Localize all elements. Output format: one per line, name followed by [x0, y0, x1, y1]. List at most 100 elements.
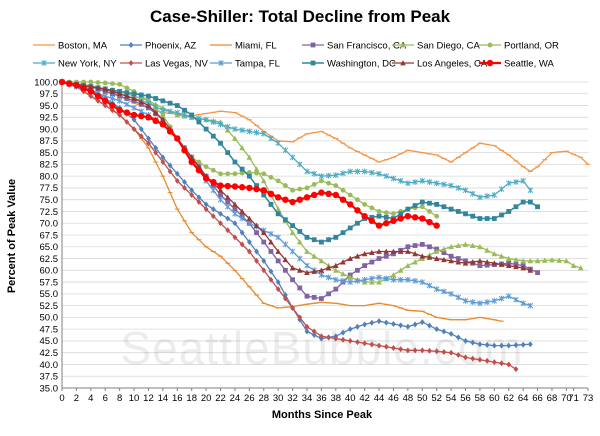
data-point — [477, 356, 483, 363]
data-point — [369, 279, 375, 285]
data-point — [390, 276, 397, 283]
data-point — [254, 170, 259, 176]
x-tick-label: 62 — [503, 393, 514, 404]
data-point — [174, 135, 181, 142]
data-point — [556, 257, 562, 263]
data-point — [268, 202, 274, 207]
data-point — [325, 172, 332, 179]
data-point — [506, 342, 512, 349]
data-point — [318, 267, 325, 273]
data-point — [289, 248, 296, 255]
data-point — [153, 149, 159, 156]
data-point — [167, 100, 173, 106]
data-point — [369, 214, 375, 220]
data-point — [469, 259, 476, 265]
data-point — [95, 97, 101, 104]
data-point — [145, 102, 152, 108]
data-point — [498, 186, 505, 192]
data-point — [268, 230, 274, 237]
data-point — [477, 300, 483, 307]
data-point — [520, 265, 526, 271]
data-point — [426, 282, 433, 289]
legend-item: Portland, OR — [479, 40, 559, 51]
x-tick-label: 20 — [201, 393, 212, 404]
data-point — [318, 333, 324, 340]
data-point — [95, 80, 101, 85]
data-point — [195, 167, 203, 174]
data-point — [318, 272, 325, 278]
data-point — [412, 321, 418, 328]
data-point — [441, 250, 447, 256]
data-point — [391, 211, 396, 217]
data-point — [189, 191, 195, 198]
data-point — [311, 332, 317, 339]
data-point — [325, 274, 332, 281]
data-point — [455, 334, 461, 341]
series-tampa-fl — [59, 79, 534, 309]
data-point — [484, 357, 490, 364]
data-point — [361, 168, 368, 175]
data-point — [340, 187, 346, 193]
x-tick-label: 71 — [568, 393, 579, 404]
data-point — [239, 170, 245, 176]
data-point — [527, 187, 534, 194]
data-point — [462, 260, 469, 266]
data-point — [131, 126, 137, 133]
series-portland-or — [59, 79, 440, 219]
data-point — [116, 90, 123, 97]
data-point — [224, 203, 231, 210]
data-point — [282, 267, 288, 273]
data-point — [116, 107, 123, 114]
data-point — [513, 296, 519, 303]
data-point — [260, 130, 267, 137]
data-point — [310, 191, 318, 199]
data-point — [232, 206, 238, 212]
data-point — [138, 133, 144, 140]
data-point — [419, 279, 426, 285]
data-point — [513, 204, 519, 210]
data-point — [361, 276, 368, 283]
data-point — [455, 209, 461, 214]
data-point — [218, 210, 223, 217]
data-point — [513, 179, 519, 185]
y-tick-label: 60.0 — [40, 266, 59, 277]
series-new-york-ny — [59, 79, 534, 201]
data-point — [217, 182, 224, 189]
data-point — [290, 223, 295, 228]
data-point — [412, 203, 418, 208]
data-point — [146, 135, 151, 142]
legend-marker — [400, 42, 406, 48]
data-point — [124, 101, 130, 108]
data-point — [254, 257, 259, 264]
data-point — [311, 170, 317, 177]
data-point — [246, 239, 252, 246]
data-point — [282, 295, 288, 302]
data-point — [347, 274, 354, 280]
data-point — [289, 229, 296, 236]
data-point — [232, 126, 238, 132]
data-point — [477, 216, 483, 221]
data-point — [304, 293, 310, 299]
legend-marker — [310, 42, 316, 48]
data-point — [225, 227, 231, 234]
data-point — [268, 268, 274, 275]
data-point — [253, 129, 260, 136]
data-point — [340, 230, 346, 236]
data-point — [455, 185, 462, 191]
data-point — [124, 119, 130, 126]
data-point — [196, 119, 202, 125]
legend-label: Phoenix, AZ — [145, 40, 196, 51]
data-point — [347, 255, 354, 261]
data-point — [332, 191, 340, 199]
data-point — [297, 186, 303, 192]
data-point — [117, 111, 123, 118]
x-tick-label: 48 — [403, 393, 414, 404]
data-point — [333, 183, 339, 188]
data-point — [224, 194, 231, 200]
data-point — [232, 220, 238, 227]
data-point — [505, 255, 512, 261]
y-tick-label: 70.0 — [40, 219, 59, 230]
data-point — [434, 202, 440, 207]
series-miami-fl — [59, 81, 504, 322]
data-point — [296, 196, 303, 203]
